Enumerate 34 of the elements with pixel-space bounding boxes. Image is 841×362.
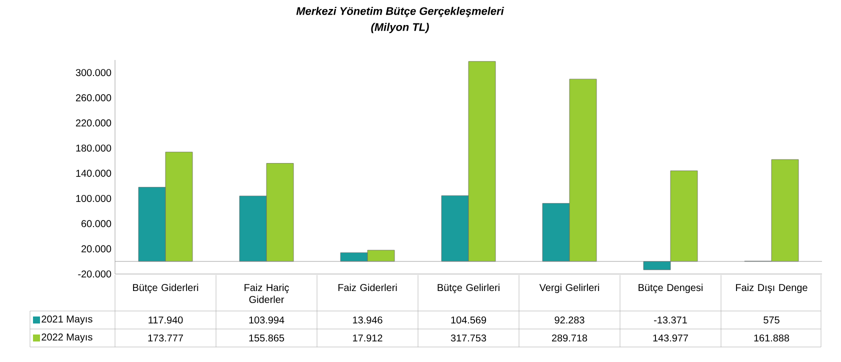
y-tick-label: 220.000	[76, 119, 112, 126]
data-label: 155.865	[249, 334, 284, 342]
y-tick-label: -20.000	[78, 270, 112, 278]
data-label: 117.940	[148, 316, 183, 324]
y-tick-label: 260.000	[76, 94, 112, 102]
x-tick-label: Faiz Hariç Giderler	[244, 284, 289, 304]
y-tick-label: 60.000	[82, 220, 112, 228]
x-tick-label: Bütçe Gelirleri	[438, 284, 500, 294]
chart-subtitle: (Milyon TL)	[371, 22, 429, 34]
y-tick-label: 140.000	[76, 170, 112, 177]
y-tick-label: 180.000	[76, 144, 112, 152]
data-label: 17.912	[353, 334, 382, 342]
data-label: 104.569	[451, 316, 486, 324]
data-label: 103.994	[249, 316, 284, 324]
x-tick-label: Vergi Gelirleri	[539, 284, 599, 294]
x-tick-label: Bütçe Dengesi	[638, 284, 703, 294]
data-label: 575	[764, 316, 780, 324]
data-label: 92.283	[554, 316, 584, 324]
data-label: 13.946	[353, 316, 382, 324]
legend-label: 2021 Mayıs	[42, 315, 92, 325]
data-label: 161.888	[754, 334, 790, 342]
chart-title: Merkezi Yönetim Bütçe Gerçekleşmeleri	[296, 6, 504, 18]
x-tick-label: Bütçe Giderleri	[133, 284, 198, 294]
x-tick-label: Faiz Dışı Denge	[736, 284, 808, 294]
y-tick-label: 300.000	[76, 69, 112, 76]
data-label: 317.753	[450, 334, 486, 342]
data-label: -13.371	[654, 316, 687, 324]
y-tick-label: 20.000	[82, 245, 112, 252]
data-label: 143.977	[653, 334, 688, 342]
y-tick-label: 100.000	[76, 194, 112, 202]
x-tick-label: Faiz Giderleri	[338, 284, 397, 292]
data-label: 289.718	[552, 334, 588, 342]
data-label: 173.777	[148, 334, 184, 342]
legend-label: 2022 Mayıs	[42, 333, 92, 343]
